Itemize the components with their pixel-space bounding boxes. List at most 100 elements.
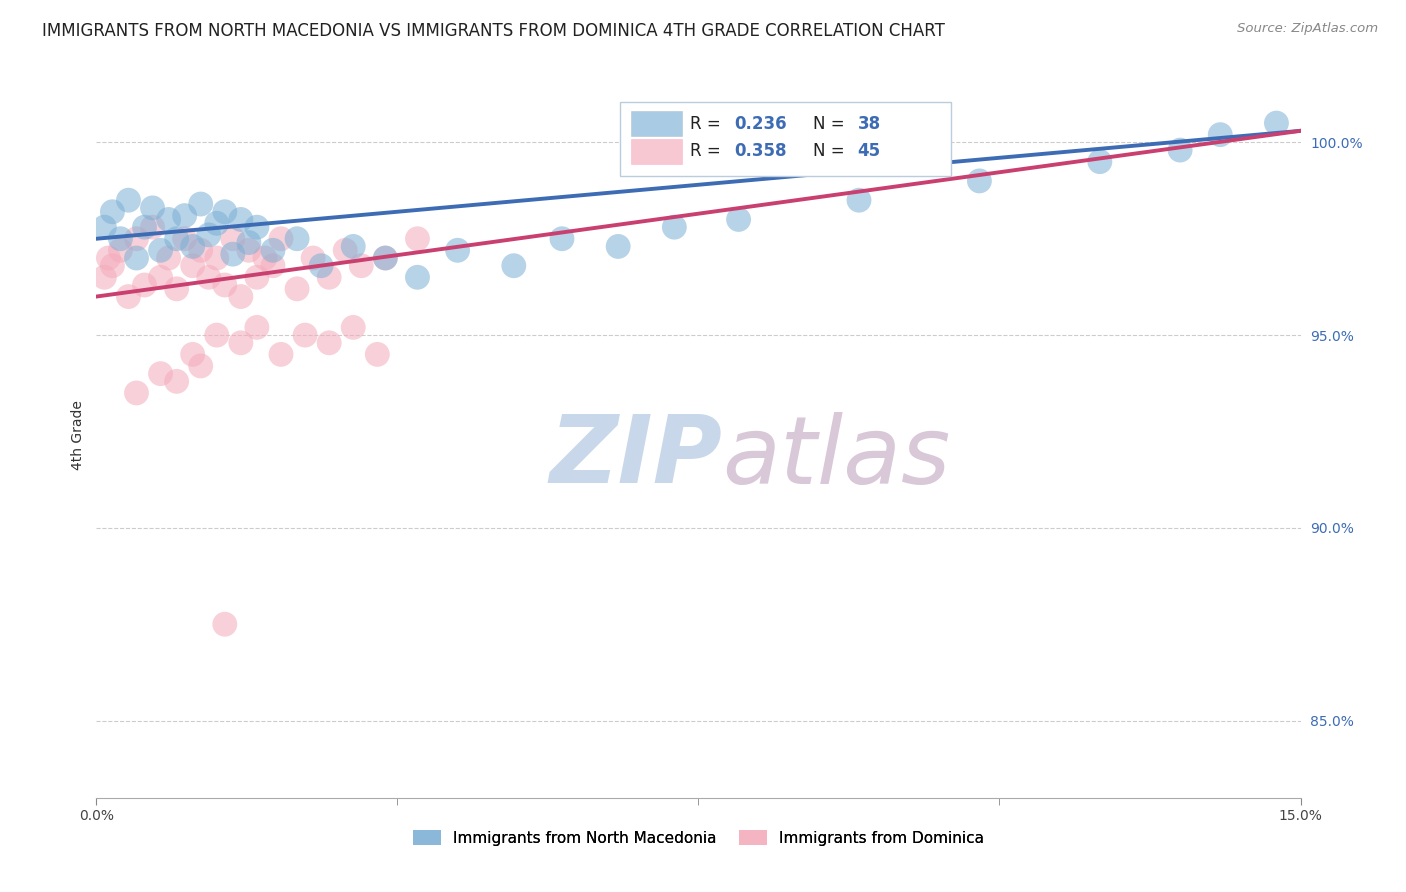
Point [166,232,188,246]
Point [318,335,340,350]
Point [141,220,163,235]
Text: R =: R = [690,142,725,161]
Point [166,282,188,296]
Text: 0.236: 0.236 [734,115,787,133]
Point [238,244,260,258]
Point [1209,128,1232,142]
Point [302,251,325,265]
Point [294,328,316,343]
Y-axis label: 4th Grade: 4th Grade [72,401,86,470]
Point [664,220,686,235]
Point [229,335,252,350]
Point [190,244,212,258]
Point [727,212,749,227]
Text: IMMIGRANTS FROM NORTH MACEDONIA VS IMMIGRANTS FROM DOMINICA 4TH GRADE CORRELATIO: IMMIGRANTS FROM NORTH MACEDONIA VS IMMIG… [42,22,945,40]
Point [157,212,180,227]
Point [117,193,139,207]
Point [173,232,195,246]
Point [190,359,212,373]
Point [101,259,124,273]
Point [205,251,228,265]
Point [125,232,148,246]
Point [270,347,292,361]
Point [181,347,204,361]
Point [285,232,308,246]
Point [969,174,991,188]
Point [406,232,429,246]
Point [253,251,276,265]
Point [134,277,156,292]
Point [446,244,468,258]
Point [285,282,308,296]
Point [149,270,172,285]
Point [1168,143,1191,157]
Point [214,204,236,219]
Point [214,277,236,292]
Point [125,251,148,265]
Point [502,259,524,273]
Text: R =: R = [690,115,725,133]
Text: 0.358: 0.358 [734,142,787,161]
Text: Source: ZipAtlas.com: Source: ZipAtlas.com [1237,22,1378,36]
FancyBboxPatch shape [631,139,682,163]
Point [110,244,132,258]
FancyBboxPatch shape [631,112,682,136]
Point [197,227,219,242]
Point [342,320,364,334]
Point [205,328,228,343]
Point [97,251,120,265]
Point [1088,154,1111,169]
Point [222,232,245,246]
Point [205,216,228,230]
Point [125,385,148,400]
Point [149,244,172,258]
Point [229,212,252,227]
Text: ZIP: ZIP [550,411,723,503]
Point [262,259,284,273]
Point [848,193,870,207]
Point [246,270,269,285]
Point [551,232,574,246]
Point [309,259,332,273]
Point [229,289,252,303]
Point [335,244,357,258]
Point [197,270,219,285]
Point [406,270,429,285]
Point [246,320,269,334]
Point [110,232,132,246]
Point [93,220,115,235]
Text: 38: 38 [858,115,880,133]
Point [93,270,115,285]
Text: N =: N = [813,142,849,161]
Point [374,251,396,265]
Point [262,244,284,258]
Point [366,347,388,361]
Point [350,259,373,273]
Point [246,220,269,235]
FancyBboxPatch shape [620,102,952,176]
Point [141,201,163,215]
Point [374,251,396,265]
Point [342,239,364,253]
Point [157,251,180,265]
Point [222,247,245,261]
Legend: Immigrants from North Macedonia, Immigrants from Dominica: Immigrants from North Macedonia, Immigra… [406,823,990,852]
Point [1265,116,1288,130]
Point [181,259,204,273]
Point [173,209,195,223]
Point [149,367,172,381]
Point [214,617,236,632]
Text: N =: N = [813,115,849,133]
Point [181,239,204,253]
Point [270,232,292,246]
Point [117,289,139,303]
Point [166,375,188,389]
Point [190,197,212,211]
Point [101,204,124,219]
Point [134,220,156,235]
Text: atlas: atlas [723,411,950,502]
Point [238,235,260,250]
Point [607,239,630,253]
Point [318,270,340,285]
Text: 45: 45 [858,142,880,161]
